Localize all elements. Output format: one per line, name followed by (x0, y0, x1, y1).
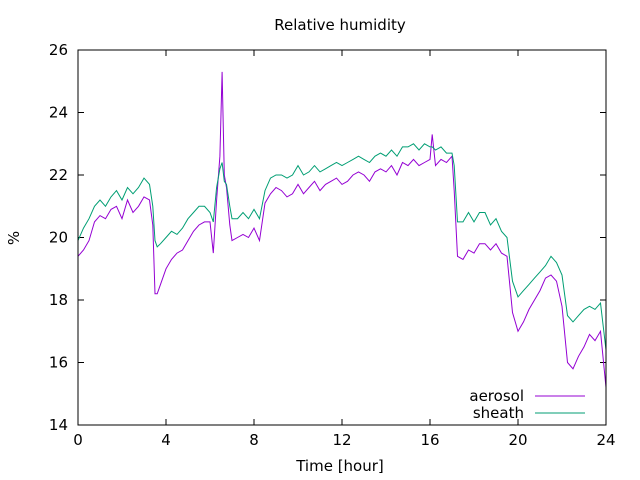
y-tick-label: 20 (49, 229, 68, 247)
chart-title: Relative humidity (274, 16, 406, 34)
axis-ticks: 0 4 8 12 16 20 24 14 16 18 20 22 24 26 (49, 41, 616, 449)
y-tick-label: 16 (49, 354, 68, 372)
x-tick-label: 8 (249, 431, 259, 449)
y-axis-label: % (5, 231, 23, 245)
y-tick-label: 18 (49, 291, 68, 309)
legend-label-aerosol: aerosol (469, 387, 524, 405)
y-tick-label: 14 (49, 416, 68, 434)
x-tick-label: 24 (596, 431, 615, 449)
x-tick-label: 12 (332, 431, 351, 449)
y-tick-label: 22 (49, 166, 68, 184)
x-tick-label: 20 (508, 431, 527, 449)
plot-series (77, 71, 607, 388)
series-line-aerosol (77, 71, 607, 388)
y-tick-label: 26 (49, 41, 68, 59)
x-tick-label: 4 (161, 431, 171, 449)
x-tick-label: 0 (73, 431, 83, 449)
y-tick-label: 24 (49, 104, 68, 122)
x-tick-label: 16 (420, 431, 439, 449)
x-axis-label: Time [hour] (295, 457, 384, 475)
plot-frame (77, 49, 607, 426)
series-line-sheath (77, 143, 607, 351)
legend-label-sheath: sheath (473, 404, 524, 422)
